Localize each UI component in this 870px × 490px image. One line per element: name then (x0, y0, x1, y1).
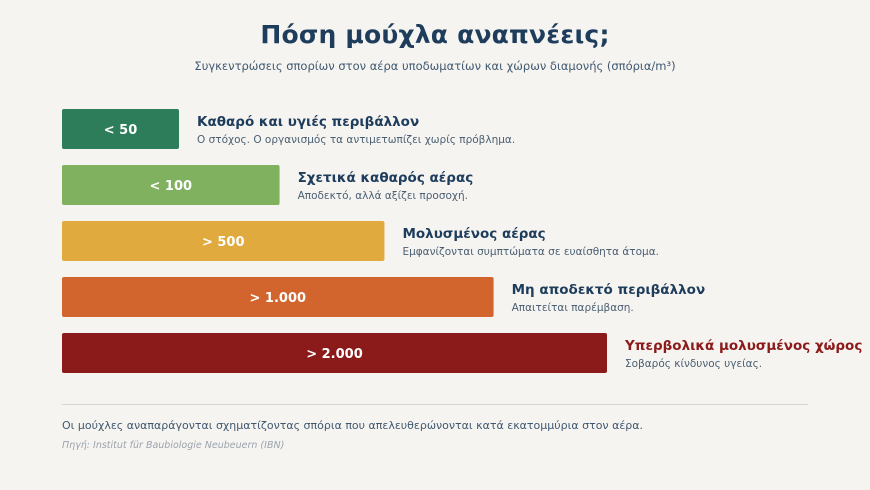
bar-label-1: < 50 (104, 123, 138, 138)
level-heading-3: Μολυσμένος αέρας (402, 226, 545, 242)
bar-5 (62, 333, 607, 373)
chart-subtitle: Συγκεντρώσεις σπορίων στον αέρα υποδωματ… (194, 59, 676, 73)
level-description-5: Σοβαρός κίνδυνος υγείας. (625, 358, 762, 370)
bar-3 (62, 221, 385, 261)
bar-chart: < 50 Καθαρό και υγιές περιβάλλον Ο στόχος.… (62, 109, 862, 373)
level-description-4: Απαιτείται παρέμβαση. (512, 302, 634, 314)
level-heading-5: Υπερβολικά μολυσμένος χώρος (624, 338, 862, 354)
bar-label-3: > 500 (202, 235, 245, 250)
level-heading-2: Σχετικά καθαρός αέρας (298, 170, 474, 186)
chart-title: Πόση μούχλα αναπνέεις; (260, 20, 610, 49)
divider (62, 404, 808, 405)
bar-4 (62, 277, 494, 317)
bar-label-4: > 1.000 (250, 291, 307, 306)
level-heading-1: Καθαρό και υγιές περιβάλλον (197, 114, 419, 130)
bar-1 (62, 109, 179, 149)
bar-label-5: > 2.000 (306, 347, 363, 362)
source-note: Πηγή: Institut für Baubiologie Neubeuern… (62, 440, 285, 451)
level-heading-4: Μη αποδεκτό περιβάλλον (512, 282, 706, 298)
level-description-2: Αποδεκτό, αλλά αξίζει προσοχή. (298, 190, 468, 202)
level-description-3: Εμφανίζονται συμπτώματα σε ευαίσθητα άτο… (402, 246, 659, 258)
level-description-1: Ο στόχος. Ο οργανισμός τα αντιμετωπίζει … (197, 134, 515, 146)
bar-label-2: < 100 (150, 179, 193, 194)
bar-2 (62, 165, 280, 205)
footnote: Οι μούχλες αναπαράγονται σχηματίζοντας σ… (62, 419, 643, 432)
